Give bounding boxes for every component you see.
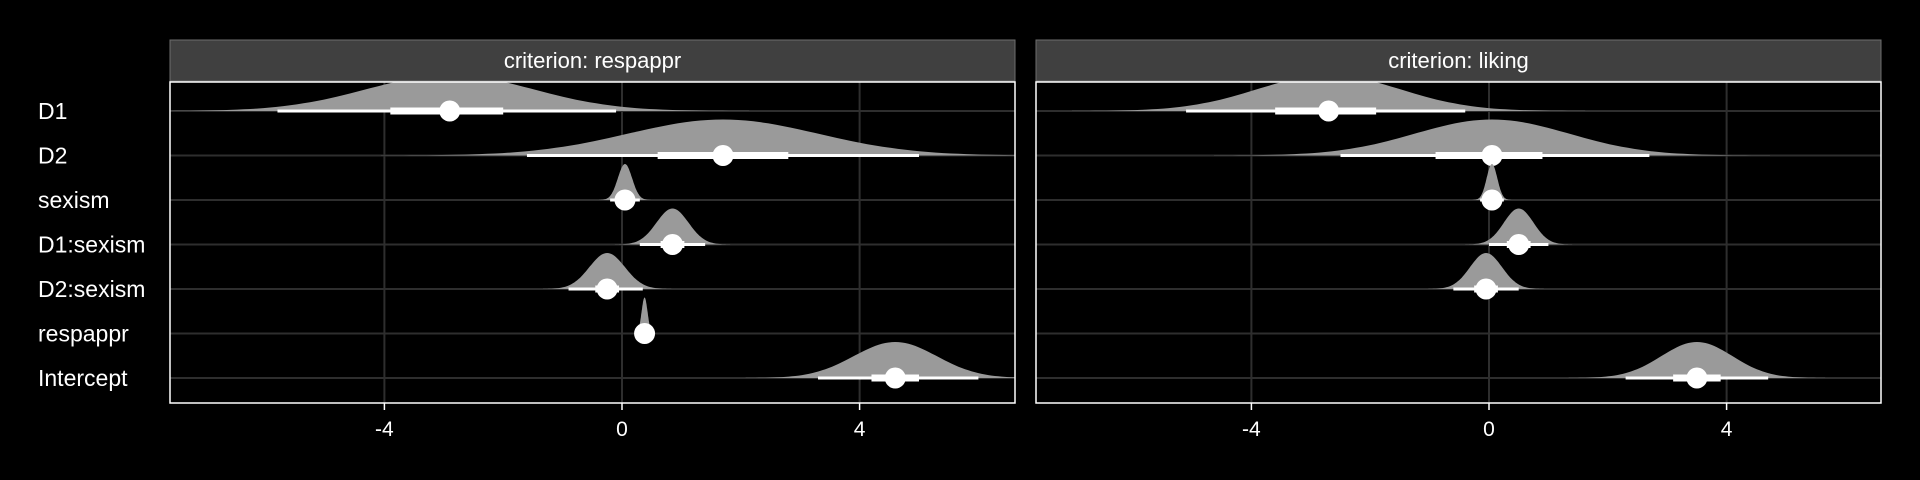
density-d2-sexism	[543, 253, 672, 289]
density-d2	[380, 119, 1015, 156]
estimate-d2	[1214, 119, 1770, 166]
estimate-d1-sexism	[614, 208, 731, 255]
point-intercept	[1686, 367, 1708, 389]
row-label-d1-sexism: D1:sexism	[38, 232, 145, 258]
row-label-d2: D2	[38, 143, 67, 169]
marks	[1072, 82, 1826, 389]
row-labels: D1 D2 sexism D1:sexism D2:sexism respappr Inte…	[38, 98, 145, 391]
estimate-d2-sexism	[1428, 253, 1544, 300]
point-sexism	[614, 189, 636, 211]
estimate-intercept	[745, 342, 1015, 389]
x-tick-label: 0	[1483, 418, 1495, 441]
point-d2-sexism	[596, 278, 618, 300]
point-d1-sexism	[661, 234, 683, 255]
estimate-intercept	[1568, 342, 1826, 389]
density-respappr	[633, 297, 656, 334]
estimate-d2	[380, 119, 1015, 166]
point-d2	[1481, 145, 1503, 166]
marks	[170, 82, 1015, 389]
point-d1	[1318, 100, 1340, 122]
point-d2	[712, 145, 734, 166]
density-intercept	[1568, 342, 1826, 378]
row-label-d2-sexism: D2:sexism	[38, 276, 145, 302]
row-label-d1: D1	[38, 98, 67, 124]
density-d1	[1072, 82, 1586, 111]
estimate-sexism	[599, 164, 651, 211]
point-sexism	[1481, 189, 1503, 211]
estimate-d2-sexism	[543, 253, 672, 300]
row-label-sexism: sexism	[38, 187, 110, 213]
x-tick-label: 0	[616, 418, 628, 441]
panel-strip-title: criterion: liking	[1388, 48, 1529, 73]
x-tick-label: 4	[1721, 418, 1733, 441]
point-d2-sexism	[1475, 278, 1497, 300]
density-intercept	[745, 342, 1015, 378]
panel-border	[169, 81, 1016, 404]
x-tick-label: -4	[1242, 418, 1261, 441]
estimate-sexism	[1472, 164, 1512, 211]
panel-border	[1035, 81, 1882, 404]
row-label-respappr: respappr	[38, 321, 129, 347]
estimate-d1	[170, 82, 750, 122]
density-d1-sexism	[1465, 208, 1573, 245]
row-label-intercept: Intercept	[38, 365, 128, 391]
panel-strip	[1035, 39, 1882, 82]
x-tick-label: -4	[375, 418, 394, 441]
estimate-d1-sexism	[1465, 208, 1573, 255]
density-d2	[1214, 119, 1770, 156]
density-d2-sexism	[1428, 253, 1544, 289]
density-d1	[170, 82, 750, 111]
estimate-d1	[1072, 82, 1586, 122]
panel-2: criterion: liking -4 0 4	[1035, 39, 1882, 441]
estimate-respappr	[633, 297, 656, 344]
x-tick-label: 4	[854, 418, 866, 441]
panel-strip-title: criterion: respappr	[504, 48, 681, 73]
panel-strip	[169, 39, 1016, 82]
density-d1-sexism	[614, 208, 731, 245]
point-intercept	[884, 367, 906, 389]
point-respappr	[634, 323, 656, 344]
point-d1	[439, 100, 461, 122]
panel-1: criterion: respappr -4 0 4	[169, 39, 1016, 441]
density-sexism	[1472, 164, 1512, 200]
density-sexism	[599, 164, 651, 200]
point-d1-sexism	[1508, 234, 1530, 255]
